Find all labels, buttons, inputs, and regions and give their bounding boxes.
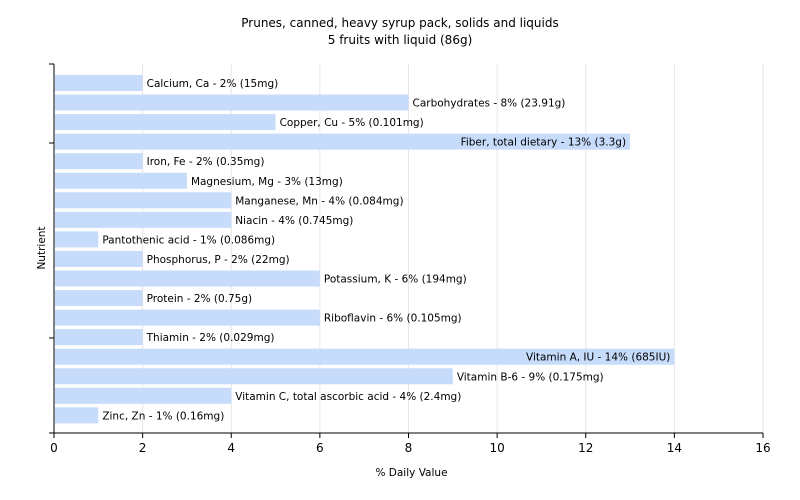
bar [55,231,99,248]
bar [55,192,232,209]
x-tick-label: 8 [405,441,413,455]
bar [55,75,143,91]
x-tick-label: 10 [489,441,504,455]
bar-label: Protein - 2% (0.75g) [147,293,253,305]
bar [55,211,232,228]
bar-label: Vitamin A, IU - 14% (685IU) [526,352,670,364]
x-axis-title: % Daily Value [375,467,447,479]
bar-label: Copper, Cu - 5% (0.101mg) [280,117,424,129]
bar-label: Fiber, total dietary - 13% (3.3g) [461,137,626,149]
x-tick-label: 4 [227,441,235,455]
bar-label: Phosphorus, P - 2% (22mg) [147,254,290,266]
bar-label: Carbohydrates - 8% (23.91g) [413,98,566,110]
bar [55,94,409,111]
bar-label: Zinc, Zn - 1% (0.16mg) [102,410,224,422]
bar-label: Thiamin - 2% (0.029mg) [146,332,275,344]
x-tick-label: 2 [139,441,147,455]
chart-title: Prunes, canned, heavy syrup pack, solids… [241,16,559,30]
bar [55,172,187,189]
bar [55,387,232,404]
bar [55,153,143,170]
bar-label: Niacin - 4% (0.745mg) [235,215,353,227]
bar [55,348,675,365]
bar [55,250,143,267]
bar [55,329,143,346]
x-tick-label: 12 [578,441,593,455]
bar-label: Riboflavin - 6% (0.105mg) [324,313,462,325]
bar-label: Calcium, Ca - 2% (15mg) [147,78,279,90]
x-tick-label: 6 [316,441,324,455]
bar-label: Vitamin B-6 - 9% (0.175mg) [457,371,604,383]
bar [55,309,320,326]
bar-label: Iron, Fe - 2% (0.35mg) [147,156,265,168]
bar-label: Vitamin C, total ascorbic acid - 4% (2.4… [235,391,461,403]
chart-subtitle: 5 fruits with liquid (86g) [327,33,473,47]
x-tick-label: 14 [667,441,682,455]
bar-label: Manganese, Mn - 4% (0.084mg) [235,195,403,207]
y-axis-title: Nutrient [36,226,48,269]
bar [55,290,143,307]
bar [55,407,99,424]
bar [55,368,453,385]
bar [55,114,276,131]
bar-label: Magnesium, Mg - 3% (13mg) [191,176,343,188]
bar [55,270,320,287]
bar-label: Potassium, K - 6% (194mg) [324,274,467,286]
bar-label: Pantothenic acid - 1% (0.086mg) [102,234,275,246]
x-tick-label: 16 [755,441,770,455]
bar [55,133,631,150]
x-tick-label: 0 [50,441,58,455]
